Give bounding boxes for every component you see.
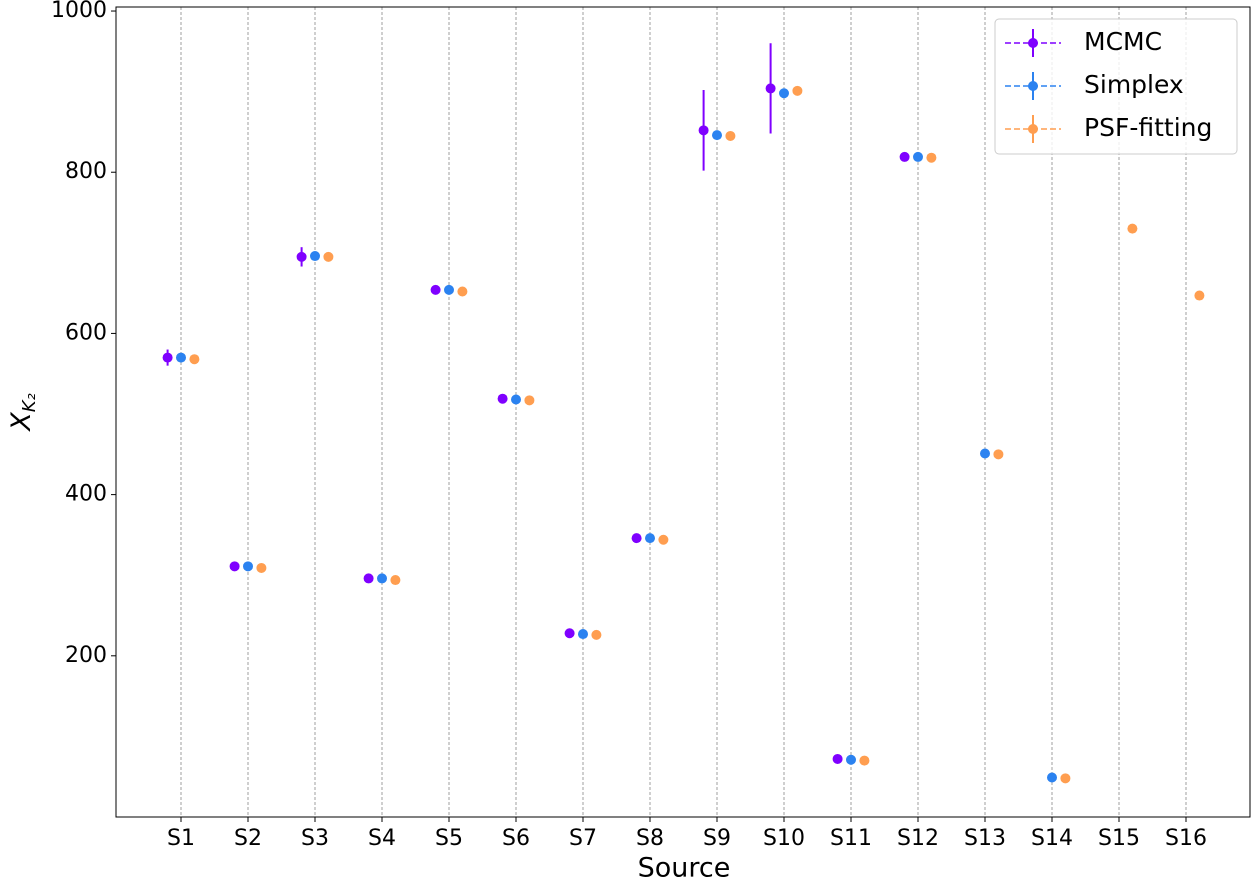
data-point (645, 533, 655, 544)
x-tick-label: S8 (636, 826, 664, 851)
legend-marker (1028, 81, 1038, 91)
y-tick-label: 400 (65, 482, 107, 507)
legend-marker (1028, 38, 1038, 48)
legend-marker (1028, 124, 1038, 134)
plot-frame (115, 6, 1251, 818)
data-point (497, 393, 508, 404)
data-point (1060, 773, 1071, 784)
y-label-base: X (6, 412, 37, 433)
data-point (377, 573, 387, 584)
legend: MCMC Simplex PSF-fitting (994, 18, 1238, 155)
y-tick-label: 1000 (51, 0, 107, 23)
legend-box (994, 18, 1238, 155)
data-point (390, 575, 401, 586)
data-point (1047, 772, 1057, 783)
data-point (1127, 223, 1138, 234)
data-point (564, 628, 575, 639)
x-tick-label: S1 (167, 826, 195, 851)
data-point (926, 152, 937, 163)
data-point (162, 352, 173, 363)
y-tick-label: 200 (65, 643, 107, 668)
data-point (832, 753, 843, 764)
data-point (363, 573, 374, 584)
x-tick-label: S6 (502, 826, 530, 851)
data-point (430, 284, 441, 295)
x-tick-label: S7 (569, 826, 597, 851)
data-point (189, 354, 200, 365)
legend-label: MCMC (1084, 27, 1162, 56)
x-tick-label: S15 (1098, 826, 1140, 851)
data-point (310, 251, 320, 262)
data-point (993, 449, 1004, 460)
data-point (980, 448, 990, 459)
x-tick-label: S10 (763, 826, 805, 851)
x-tick-label: S14 (1031, 826, 1073, 851)
data-point (511, 394, 521, 405)
data-point (444, 284, 454, 295)
data-point (779, 88, 789, 99)
x-tick-label: S12 (897, 826, 939, 851)
x-tick-label: S3 (301, 826, 329, 851)
data-point (578, 629, 588, 640)
data-point (698, 125, 709, 136)
data-point (846, 754, 856, 765)
data-point (899, 151, 910, 162)
x-axis-label: Source (638, 853, 731, 882)
data-point (323, 251, 334, 262)
x-tick-label: S13 (964, 826, 1006, 851)
x-tick-label: S11 (830, 826, 872, 851)
data-point (591, 629, 602, 640)
data-point (256, 562, 267, 573)
data-point (457, 286, 468, 297)
data-point (792, 85, 803, 96)
x-tick-label: S9 (703, 826, 731, 851)
data-point (1194, 290, 1205, 301)
legend-label: PSF-fitting (1084, 113, 1212, 142)
data-point (725, 130, 736, 141)
data-point (176, 352, 186, 363)
data-point (296, 251, 307, 262)
data-point (913, 151, 923, 162)
data-point (712, 130, 722, 141)
x-tick-label: S16 (1165, 826, 1207, 851)
data-point (765, 83, 776, 94)
data-point (658, 534, 669, 545)
data-point (524, 395, 535, 406)
data-point (229, 561, 240, 572)
x-tick-label: S2 (234, 826, 262, 851)
data-point (859, 755, 870, 766)
y-tick-label: 800 (65, 159, 107, 184)
y-axis-label: XK₂ (6, 393, 41, 433)
data-point (243, 561, 253, 572)
y-label-subscript: K₂ (19, 393, 40, 412)
legend-label: Simplex (1084, 70, 1184, 99)
y-tick-label: 600 (65, 320, 107, 345)
data-point (631, 533, 642, 544)
x-tick-label: S4 (368, 826, 396, 851)
x-tick-label: S5 (435, 826, 463, 851)
